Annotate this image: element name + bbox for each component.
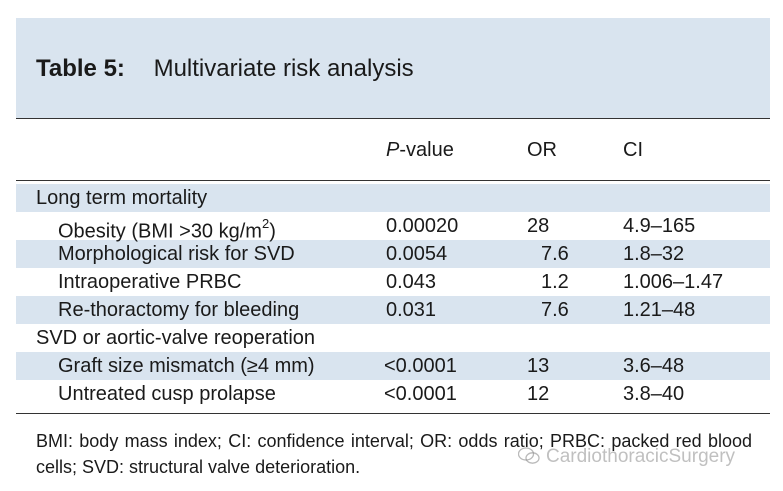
band-group-1 — [16, 184, 770, 212]
row-pvalue: 0.031 — [386, 299, 437, 321]
row-ci: 4.9–165 — [623, 215, 696, 237]
row-or: 1.2 — [541, 271, 569, 293]
table-row: Untreated cusp prolapse <0.0001 12 3.8–4… — [16, 380, 770, 408]
ci-header: CI — [623, 139, 643, 161]
row-pvalue: 0.043 — [386, 271, 437, 293]
pvalue-header: P-value — [386, 139, 454, 161]
table-label: Table 5: — [36, 55, 125, 82]
wechat-icon — [517, 447, 540, 471]
row-label: Re-thoractomy for bleeding — [58, 299, 300, 321]
row-ci: 1.006–1.47 — [623, 271, 724, 293]
row-ci: 3.6–48 — [623, 355, 685, 377]
table-title-text: Multivariate risk analysis — [153, 55, 414, 82]
row-or: 28 — [527, 215, 550, 237]
group-header-row: Long term mortality — [16, 184, 770, 212]
or-header: OR — [527, 139, 557, 161]
row-label: Intraoperative PRBC — [58, 271, 242, 293]
row-pvalue: 0.00020 — [386, 215, 459, 237]
table-row: Morphological risk for SVD 0.0054 7.6 1.… — [16, 240, 770, 268]
group-name: Long term mortality — [36, 187, 208, 209]
header-rule — [16, 180, 770, 181]
row-pvalue: <0.0001 — [384, 355, 457, 377]
row-or: 7.6 — [541, 243, 569, 265]
row-label: Morphological risk for SVD — [58, 243, 295, 265]
table-row: Re-thoractomy for bleeding 0.031 7.6 1.2… — [16, 296, 770, 324]
band-row-4 — [16, 296, 770, 324]
row-ci: 3.8–40 — [623, 383, 685, 405]
table-row: Intraoperative PRBC 0.043 1.2 1.006–1.47 — [16, 268, 770, 296]
row-ci: 1.21–48 — [623, 299, 696, 321]
title-band — [16, 18, 770, 118]
watermark: CardiothoracicSurgery — [517, 446, 736, 471]
group-header-row: SVD or aortic-valve reoperation — [16, 324, 770, 352]
table-row: Graft size mismatch (≥4 mm) <0.0001 13 3… — [16, 352, 770, 380]
bottom-rule — [16, 413, 770, 414]
table-title: Table 5: Multivariate risk analysis — [36, 53, 414, 85]
row-or: 13 — [527, 355, 550, 377]
table-footnote: BMI: body mass index; CI: confidence int… — [36, 431, 752, 477]
band-row-2 — [16, 240, 770, 268]
group-name: SVD or aortic-valve reoperation — [36, 327, 316, 349]
row-ci: 1.8–32 — [623, 243, 685, 265]
row-label: Graft size mismatch (≥4 mm) — [58, 355, 315, 377]
band-row-5 — [16, 352, 770, 380]
row-label: Untreated cusp prolapse — [58, 383, 276, 405]
row-or: 12 — [527, 383, 550, 405]
row-pvalue: 0.0054 — [386, 243, 448, 265]
row-label: Obesity (BMI >30 kg/m2) — [58, 216, 276, 243]
table-row: Obesity (BMI >30 kg/m2) 0.00020 28 4.9–1… — [16, 212, 770, 243]
row-pvalue: <0.0001 — [384, 383, 457, 405]
row-or: 7.6 — [541, 299, 569, 321]
top-rule — [16, 118, 770, 119]
watermark-text: CardiothoracicSurgery — [546, 446, 736, 467]
